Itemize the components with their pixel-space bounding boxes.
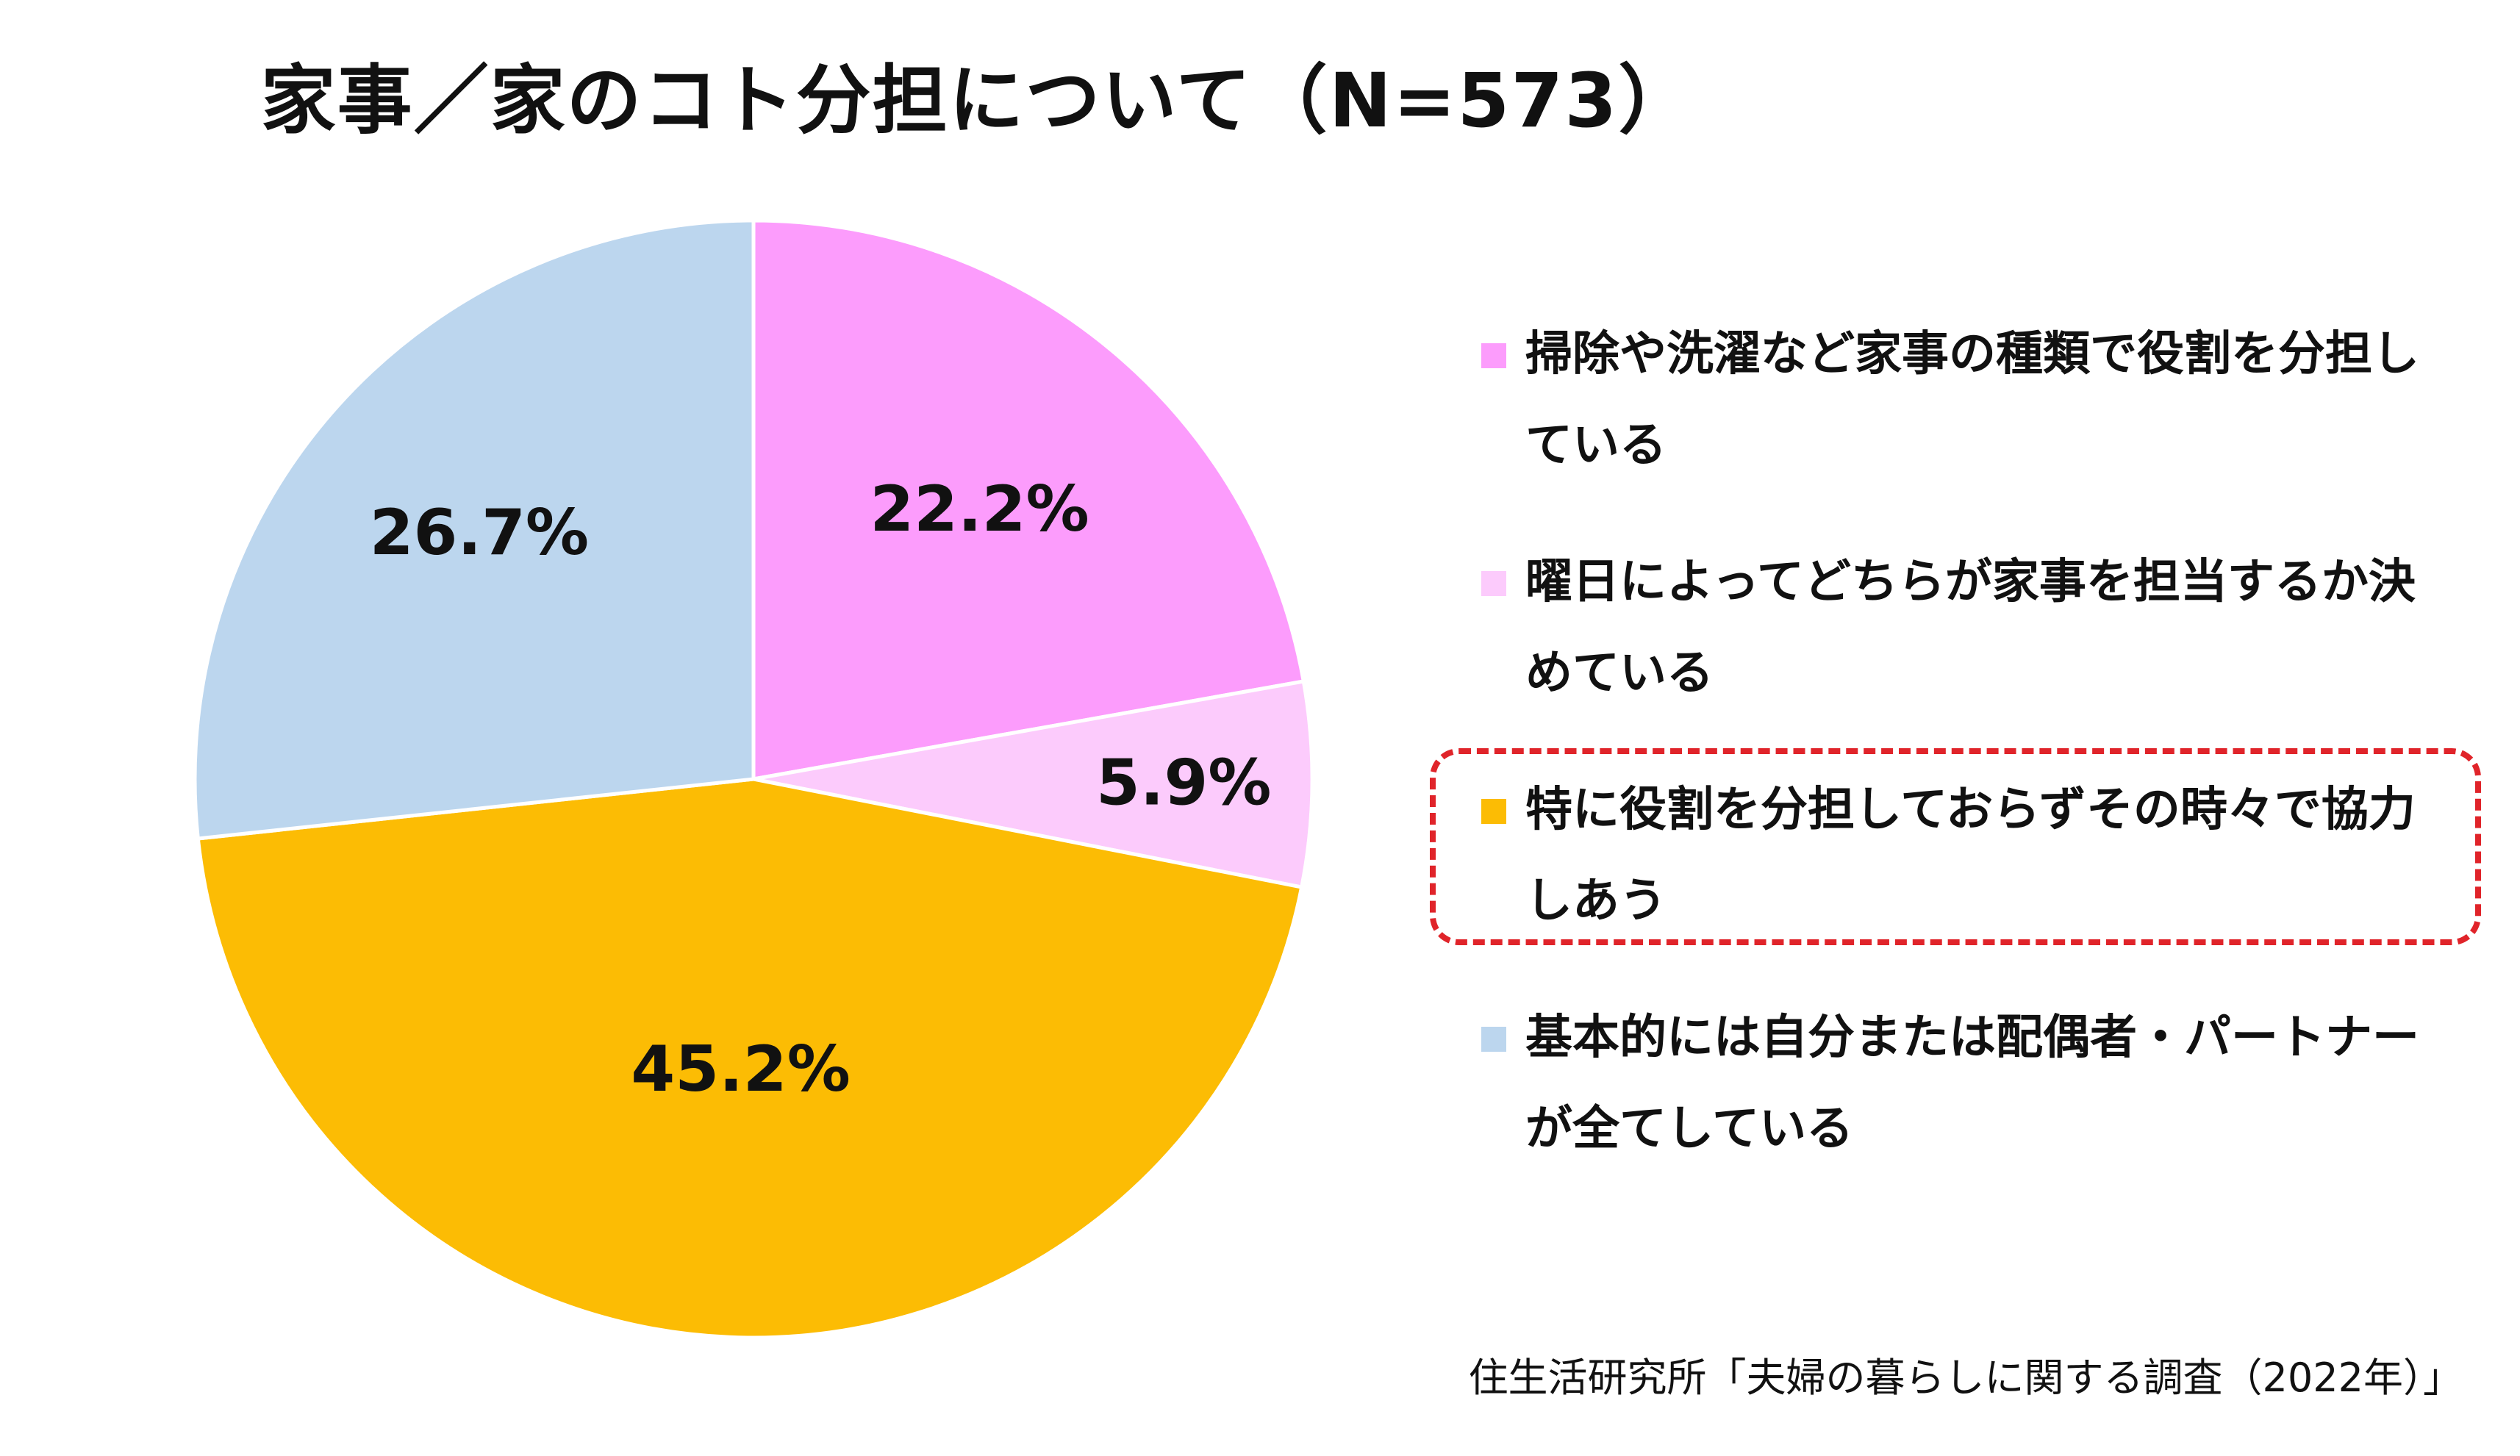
legend-label-one-partner-does-all: 基本的には自分または配偶者・パートナーが全てしている [1525, 1011, 2419, 1156]
pie-label-by-weekday: 5.9% [1096, 747, 1272, 820]
legend-swatch-by-weekday [1481, 571, 1506, 596]
legend-swatch-cooperate-as-needed [1481, 799, 1506, 824]
legend-label-by-weekday: 曜日によってどちらが家事を担当するか決めている [1525, 555, 2416, 700]
legend-swatch-chores-by-type [1481, 343, 1506, 368]
legend-item-by-weekday: 曜日によってどちらが家事を担当するか決めている [1481, 537, 2459, 719]
legend-item-cooperate-as-needed: 特に役割を分担しておらずその時々で協力しあう [1481, 764, 2459, 947]
pie-label-chores-by-type: 22.2% [870, 473, 1089, 546]
legend-swatch-one-partner-does-all [1481, 1027, 1506, 1052]
pie-slices [193, 218, 1314, 1340]
pie-slice-by-weekday [751, 679, 1314, 889]
pie-labels: 22.2% 5.9% 45.2% 26.7% [370, 473, 1272, 1106]
pie-slice-one-partner-does-all [193, 218, 756, 841]
legend-item-chores-by-type: 掃除や洗濯など家事の種類で役割を分担している [1481, 309, 2459, 491]
legend-highlight-box [1430, 748, 2481, 945]
pie-slice-chores-by-type [751, 218, 1306, 781]
legend-item-one-partner-does-all: 基本的には自分または配偶者・パートナーが全てしている [1481, 992, 2459, 1175]
legend-label-chores-by-type: 掃除や洗濯など家事の種類で役割を分担している [1525, 327, 2419, 473]
pie-chart: 22.2% 5.9% 45.2% 26.7% [193, 218, 1314, 1340]
pie-label-one-partner-does-all: 26.7% [370, 496, 589, 570]
pie-label-cooperate-as-needed: 45.2% [631, 1033, 850, 1106]
pie-slice-cooperate-as-needed [196, 777, 1304, 1340]
source-note: 住生活研究所「夫婦の暮らしに関する調査（2022年）」 [1468, 1355, 2463, 1401]
legend-label-cooperate-as-needed: 特に役割を分担しておらずその時々で協力しあう [1525, 783, 2416, 928]
chart-title: 家事／家のコト分担について（N=573） [260, 57, 1695, 145]
